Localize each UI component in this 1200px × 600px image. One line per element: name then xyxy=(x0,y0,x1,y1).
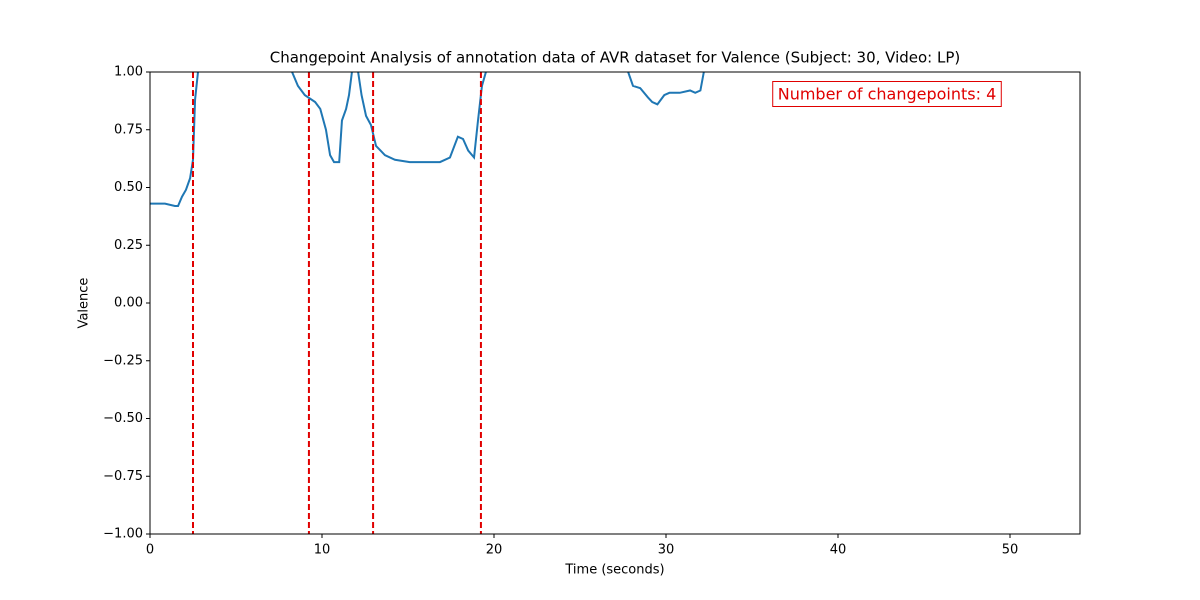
x-tick-label: 40 xyxy=(830,543,847,558)
y-tick-label: 0.25 xyxy=(114,238,143,253)
y-tick-label: −0.25 xyxy=(103,353,143,368)
y-tick-label: −1.00 xyxy=(103,527,143,542)
annotation: Number of changepoints: 4 xyxy=(778,85,997,104)
x-tick-label: 20 xyxy=(486,543,503,558)
y-axis-label: Valence xyxy=(77,278,92,329)
x-tick-label: 30 xyxy=(658,543,675,558)
x-tick-label: 0 xyxy=(146,543,154,558)
y-tick-label: −0.75 xyxy=(103,469,143,484)
y-tick-label: −0.50 xyxy=(103,411,143,426)
y-tick-label: 0.50 xyxy=(114,180,143,195)
annotation-box xyxy=(772,81,1002,107)
x-tick-label: 50 xyxy=(1002,543,1019,558)
y-tick-label: 0.00 xyxy=(114,296,143,311)
x-axis-label: Time (seconds) xyxy=(564,563,664,578)
chart-title: Changepoint Analysis of annotation data … xyxy=(270,49,961,67)
x-tick-label: 10 xyxy=(314,543,331,558)
y-tick-label: 1.00 xyxy=(114,65,143,80)
y-tick-label: 0.75 xyxy=(114,122,143,137)
plot-frame xyxy=(149,71,1081,535)
